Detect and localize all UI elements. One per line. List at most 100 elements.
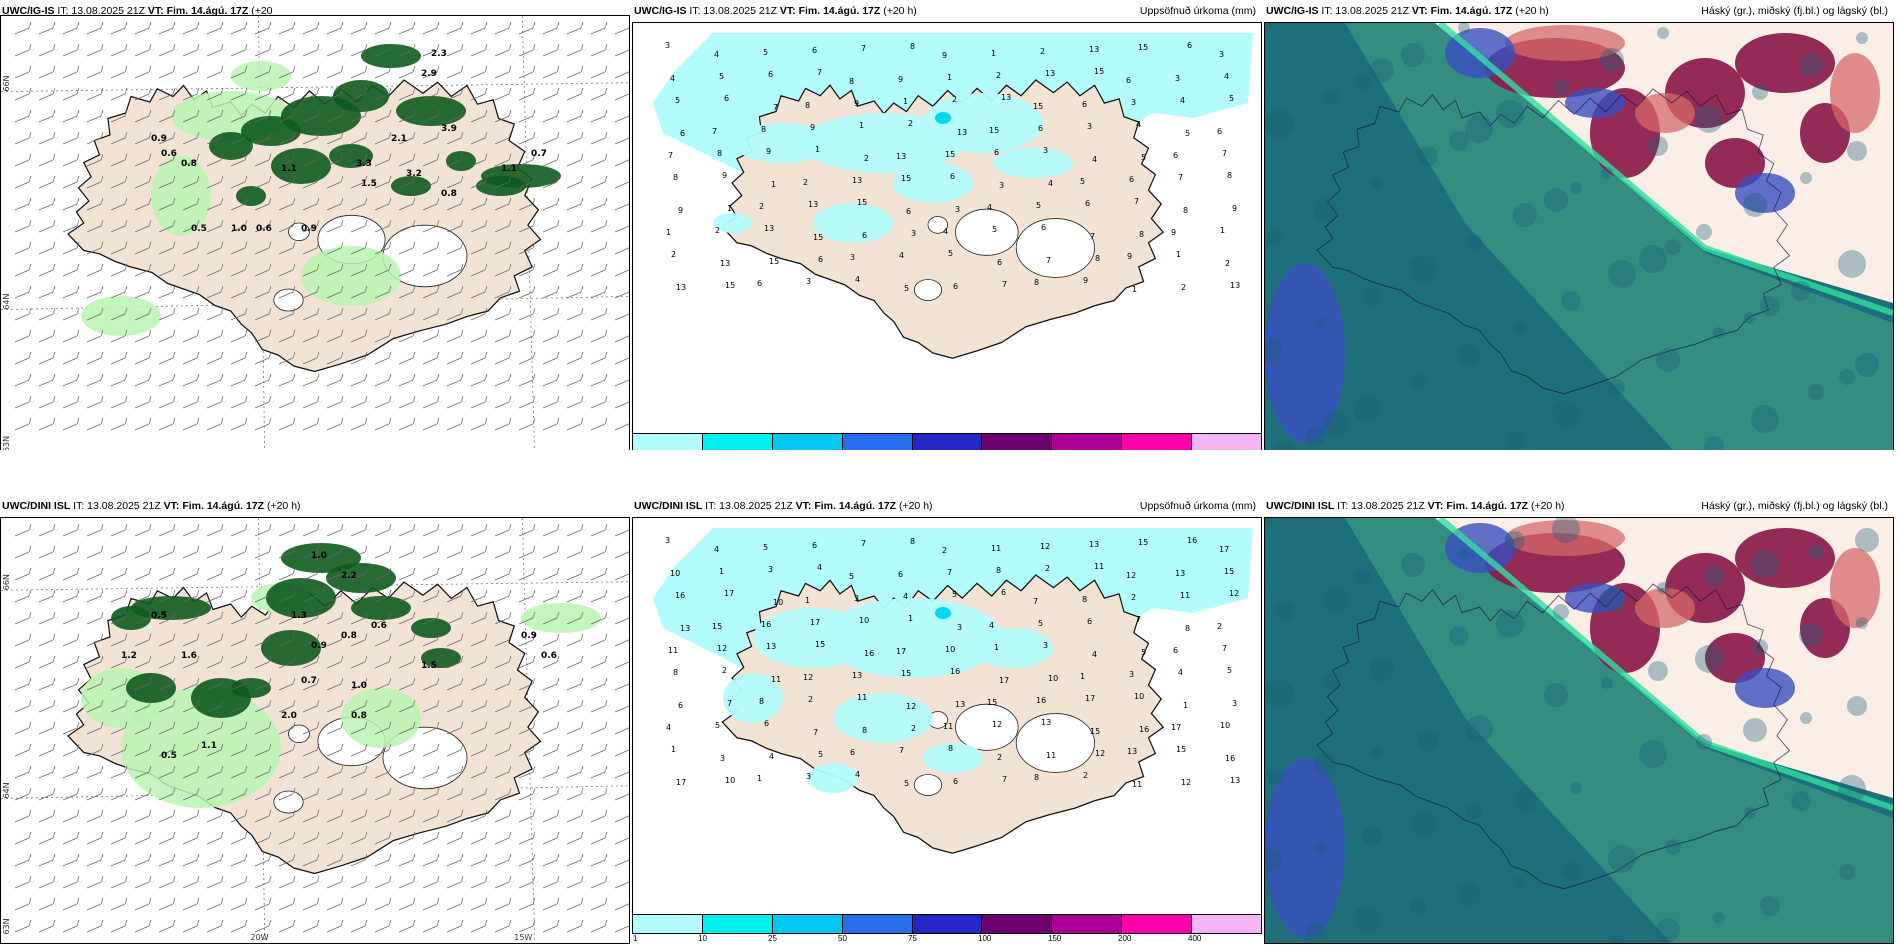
precip-value: 4 <box>666 723 671 732</box>
map-area[interactable] <box>1264 517 1894 944</box>
precip-value: 17 <box>724 589 734 598</box>
precip-value: 16 <box>1036 696 1046 705</box>
precip-value: 16 <box>761 620 771 629</box>
precip-value: 13 <box>808 200 818 209</box>
precip-value: 13 <box>1127 747 1137 756</box>
precip-value: 17 <box>1219 545 1229 554</box>
precip-value: 9 <box>766 147 771 156</box>
model-name: UWC/DINI ISL <box>1266 500 1335 512</box>
precip-value: 16 <box>1187 536 1197 545</box>
precip-value: 1 <box>815 145 820 154</box>
precip-value: 2 <box>1181 283 1186 292</box>
precip-value: 3 <box>665 536 670 545</box>
precip-value: 10 <box>1048 674 1058 683</box>
precip-value: 8 <box>849 77 854 86</box>
precip-value: 3 <box>999 181 1004 190</box>
precip-value: 1 <box>859 121 864 130</box>
precip-value: 8 <box>1139 230 1144 239</box>
legend-swatch <box>772 434 843 450</box>
precip-value: 1 <box>994 643 999 652</box>
precip-value: 6 <box>862 231 867 240</box>
precip-value: 15 <box>901 669 911 678</box>
precip-value: 15 <box>857 198 867 207</box>
precip-value: 5 <box>1080 177 1085 186</box>
lat-label: 66N <box>2 574 11 590</box>
legend-tick: 150 <box>1048 934 1062 943</box>
precip-value: 12 <box>1229 589 1239 598</box>
precip-value: 6 <box>1085 199 1090 208</box>
precip-value: 16 <box>675 591 685 600</box>
precip-value: 4 <box>714 50 719 59</box>
precip-value: 9 <box>678 206 683 215</box>
lead-time: (+20 h) <box>1530 500 1565 512</box>
map-area[interactable]: 66N 64N 63N 20W 15W 1.0 2.2 1.3 0.9 0.6 0.8 0.5 1.2 1… <box>0 517 630 944</box>
precip-value: 3 <box>665 41 670 50</box>
precip-value: 4 <box>855 770 860 779</box>
precip-value: 5 <box>715 721 720 730</box>
precip-value: 6 <box>1173 151 1178 160</box>
precip-overlay <box>713 93 1073 243</box>
precip-value: 10 <box>773 598 783 607</box>
lon-label: 20W <box>250 933 268 942</box>
precip-value: 10 <box>945 645 955 654</box>
precip-value: 7 <box>1222 644 1227 653</box>
precip-value: 3 <box>850 253 855 262</box>
map-area[interactable]: 66N64N63N20W15W2.32.93.91.10.70.90.60.80… <box>0 15 630 450</box>
precip-value: 13 <box>680 624 690 633</box>
valid-time: VT: Fim. 14.ágú. 17Z <box>147 5 249 17</box>
precip-value: 5 <box>952 590 957 599</box>
precip-value: 13 <box>1045 69 1055 78</box>
high-cloud-patch <box>1735 33 1835 93</box>
precip-value: 5 <box>1141 648 1146 657</box>
precip-value: 0.6 <box>541 651 557 661</box>
precip-value: 4 <box>903 592 908 601</box>
precip-value: 7 <box>1033 597 1038 606</box>
precip-value: 8 <box>673 668 678 677</box>
legend-swatch <box>1052 915 1123 933</box>
precip-value: 2 <box>1083 771 1088 780</box>
precip-value: 13 <box>1089 45 1099 54</box>
precip-value: 4 <box>769 752 774 761</box>
precip-value: 13 <box>766 642 776 651</box>
map-area[interactable]: 3 4 5 6 7 8 2 11 12 13 15 16 17 10 1 3 4 5 6 7 8 2 11 12 13 15 16 1… <box>632 517 1262 917</box>
legend-swatches <box>632 914 1262 934</box>
precip-value: 6 <box>953 282 958 291</box>
valid-time: VT: Fim. 14.ágú. 17Z <box>163 500 265 512</box>
map-area[interactable] <box>1264 22 1894 450</box>
precip-value: 6 <box>764 719 769 728</box>
precip-value: 2 <box>942 546 947 555</box>
wind-barbs <box>14 21 629 431</box>
legend-swatch <box>912 915 983 933</box>
precip-value: 0.9 <box>311 641 327 651</box>
precip-value: 15 <box>1033 102 1043 111</box>
precip-value: 1 <box>903 97 908 106</box>
map-area[interactable]: 3 4 5 6 7 8 9 1 2 13 15 6 3 4 5 6 7 8 9 1 2 13 15 6 3 4 5 6 7 8 9 1 2 13 1… <box>632 22 1262 434</box>
model-name: UWC/IG-IS <box>1266 5 1319 17</box>
precip-value: 15 <box>987 698 997 707</box>
legend-tick: 75 <box>908 934 917 943</box>
precip-value: 4 <box>1092 155 1097 164</box>
legend-swatch <box>982 915 1053 933</box>
precip-value: 7 <box>1134 197 1139 206</box>
precip-value: 5 <box>763 543 768 552</box>
panel-igis-wind: UWC/IG-IS IT: 13.08.2025 21Z VT: Fim. 14… <box>0 0 630 450</box>
precip-value: 1 <box>1132 285 1137 294</box>
valid-time: VT: Fim. 14.ágú. 17Z <box>1411 5 1513 17</box>
precip-value: 1.2 <box>121 651 137 661</box>
precip-value: 7 <box>1090 232 1095 241</box>
precip-value: 1 <box>805 596 810 605</box>
precip-value: 0.8 <box>341 631 357 641</box>
precip-value: 4 <box>817 563 822 572</box>
precip-value: 11 <box>1132 780 1142 789</box>
precip-value: 1.5 <box>421 661 437 671</box>
panel-header: UWC/IG-IS IT: 13.08.2025 21Z VT: Fim. 14… <box>0 0 630 22</box>
precip-value: 0.8 <box>181 159 197 169</box>
precip-value: 1 <box>771 180 776 189</box>
precip-value: 4 <box>989 621 994 630</box>
precip-value: 8 <box>862 726 867 735</box>
precip-value: 8 <box>1082 595 1087 604</box>
precip-value: 1.0 <box>351 681 367 691</box>
